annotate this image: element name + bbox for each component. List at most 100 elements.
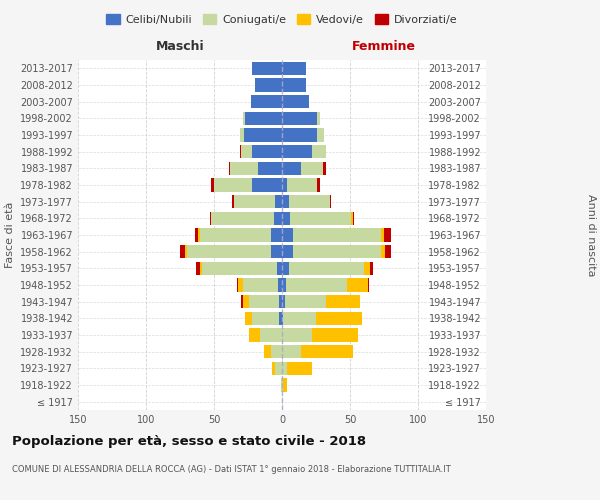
Bar xyxy=(381,245,385,258)
Bar xyxy=(279,312,282,325)
Bar xyxy=(286,278,347,291)
Bar xyxy=(237,278,238,291)
Bar xyxy=(301,345,353,358)
Bar xyxy=(282,228,293,241)
Bar xyxy=(202,262,277,275)
Bar xyxy=(200,262,202,275)
Bar xyxy=(282,112,317,125)
Bar xyxy=(210,212,211,225)
Bar xyxy=(353,212,354,225)
Bar xyxy=(317,128,324,141)
Bar xyxy=(271,345,282,358)
Bar xyxy=(368,278,369,291)
Bar xyxy=(326,295,359,308)
Bar xyxy=(329,195,331,208)
Bar xyxy=(282,62,307,75)
Bar xyxy=(282,278,286,291)
Bar xyxy=(282,262,289,275)
Bar xyxy=(282,78,307,92)
Bar xyxy=(251,95,282,108)
Bar xyxy=(293,228,381,241)
Bar xyxy=(316,312,362,325)
Bar xyxy=(244,128,282,141)
Bar xyxy=(195,228,197,241)
Bar xyxy=(282,128,317,141)
Bar xyxy=(271,245,282,258)
Bar xyxy=(282,95,309,108)
Bar xyxy=(352,212,353,225)
Bar xyxy=(381,228,384,241)
Bar xyxy=(285,295,326,308)
Bar xyxy=(282,162,301,175)
Bar xyxy=(289,195,329,208)
Bar xyxy=(283,312,316,325)
Bar xyxy=(197,228,200,241)
Bar xyxy=(252,145,282,158)
Bar xyxy=(282,245,293,258)
Y-axis label: Fasce di età: Fasce di età xyxy=(5,202,15,268)
Bar xyxy=(282,378,283,392)
Bar xyxy=(364,262,370,275)
Bar xyxy=(289,262,364,275)
Bar xyxy=(260,328,282,342)
Bar xyxy=(290,212,352,225)
Bar xyxy=(384,228,391,241)
Bar xyxy=(241,295,242,308)
Bar xyxy=(282,312,283,325)
Bar xyxy=(282,178,287,192)
Bar xyxy=(275,195,282,208)
Bar xyxy=(238,278,242,291)
Bar xyxy=(274,212,282,225)
Bar xyxy=(370,262,373,275)
Bar xyxy=(187,245,271,258)
Bar xyxy=(242,295,250,308)
Bar xyxy=(282,212,290,225)
Bar xyxy=(257,162,282,175)
Bar xyxy=(180,245,185,258)
Bar xyxy=(277,262,282,275)
Text: Anni di nascita: Anni di nascita xyxy=(586,194,596,276)
Bar xyxy=(312,145,326,158)
Bar xyxy=(293,245,381,258)
Bar xyxy=(385,245,391,258)
Bar xyxy=(282,345,301,358)
Bar xyxy=(241,145,252,158)
Bar xyxy=(282,362,287,375)
Bar xyxy=(229,162,230,175)
Text: Femmine: Femmine xyxy=(352,40,416,52)
Bar xyxy=(281,378,282,392)
Bar xyxy=(235,195,275,208)
Bar xyxy=(279,295,282,308)
Bar xyxy=(245,112,282,125)
Bar xyxy=(312,328,358,342)
Bar xyxy=(240,128,244,141)
Legend: Celibi/Nubili, Coniugati/e, Vedovi/e, Divorziati/e: Celibi/Nubili, Coniugati/e, Vedovi/e, Di… xyxy=(102,10,462,29)
Bar xyxy=(252,62,282,75)
Bar xyxy=(282,328,312,342)
Bar xyxy=(250,295,279,308)
Bar xyxy=(283,378,287,392)
Bar xyxy=(196,262,200,275)
Bar xyxy=(211,212,274,225)
Bar xyxy=(282,195,289,208)
Bar xyxy=(323,162,326,175)
Bar xyxy=(301,162,323,175)
Bar xyxy=(242,278,278,291)
Bar xyxy=(252,178,282,192)
Text: Popolazione per età, sesso e stato civile - 2018: Popolazione per età, sesso e stato civil… xyxy=(12,435,366,448)
Text: Maschi: Maschi xyxy=(155,40,205,52)
Bar xyxy=(211,178,214,192)
Bar xyxy=(240,145,241,158)
Bar xyxy=(214,178,252,192)
Bar xyxy=(200,228,271,241)
Bar xyxy=(275,362,282,375)
Bar xyxy=(287,178,317,192)
Bar xyxy=(271,228,282,241)
Bar xyxy=(245,312,252,325)
Bar xyxy=(230,162,257,175)
Bar xyxy=(242,112,245,125)
Bar xyxy=(347,278,368,291)
Bar xyxy=(282,145,312,158)
Bar xyxy=(255,78,282,92)
Bar xyxy=(232,195,235,208)
